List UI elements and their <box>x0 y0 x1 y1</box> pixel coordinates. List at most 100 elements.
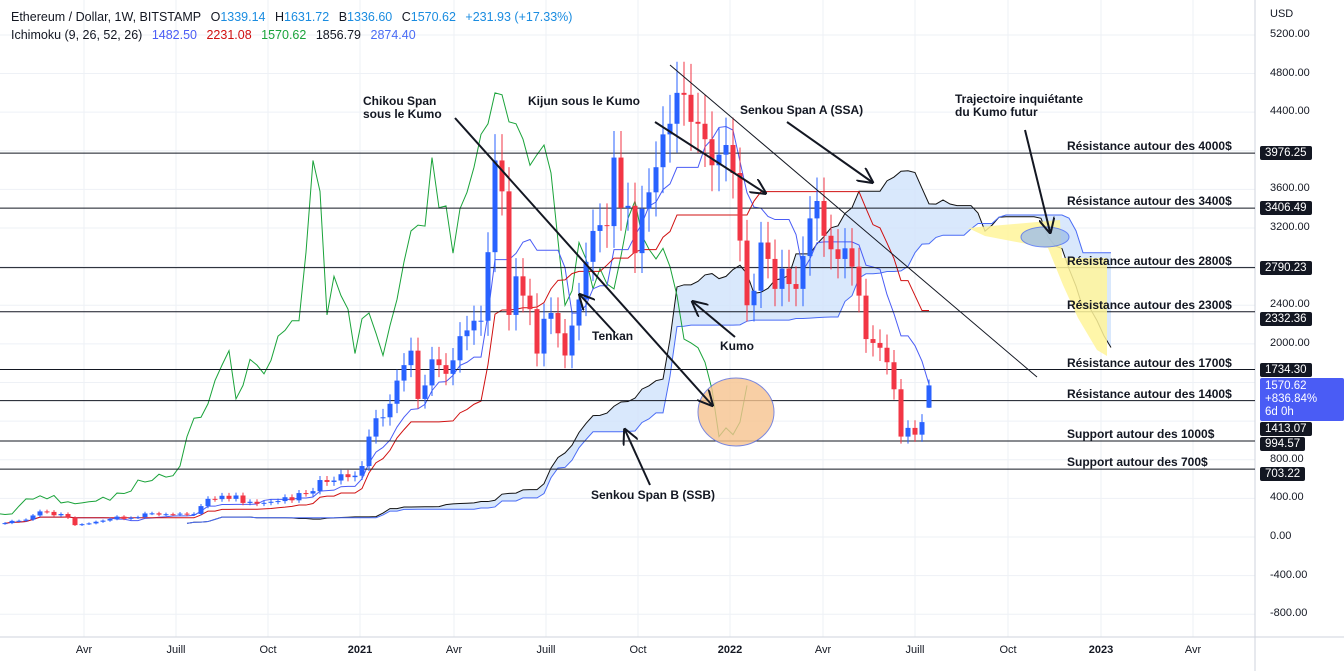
currency-label: USD <box>1270 8 1294 20</box>
kijun-value: 2231.08 <box>206 28 252 42</box>
candle-down <box>702 123 708 140</box>
candle-down <box>436 359 442 366</box>
ichimoku-label[interactable]: Ichimoku (9, 26, 52, 26) <box>11 28 143 42</box>
candle-up <box>485 252 491 321</box>
price-tick: 400.00 <box>1270 491 1304 504</box>
ichimoku-legend[interactable]: Ichimoku (9, 26, 52, 26) 1482.50 2231.08… <box>11 28 422 42</box>
high-value: 1631.72 <box>284 10 330 24</box>
open-value: 1339.14 <box>220 10 266 24</box>
candle-down <box>898 389 904 437</box>
candle-up <box>478 320 484 322</box>
annotation-kumo: Kumo <box>720 339 754 353</box>
candle-down <box>835 249 841 259</box>
future-kumo-highlight <box>968 220 1107 356</box>
candle-up <box>814 201 820 219</box>
candle-down <box>443 365 449 374</box>
current-price: 1570.62 <box>1265 379 1307 392</box>
candle-up <box>79 524 85 526</box>
close-value: 1570.62 <box>410 10 456 24</box>
candle-up <box>842 248 848 259</box>
candle-up <box>30 515 36 520</box>
level-price-tag: 994.57 <box>1260 436 1306 451</box>
price-tick: 2000.00 <box>1270 336 1310 349</box>
time-tick: Avr <box>1184 644 1202 656</box>
candle-down <box>184 513 190 515</box>
candle-down <box>121 516 127 519</box>
time-tick: 2022 <box>717 644 743 656</box>
price-tick: -400.00 <box>1270 568 1308 581</box>
candle-up <box>450 360 456 374</box>
level-label: Support autour des 700$ <box>1067 455 1208 470</box>
chikou-span-line <box>0 92 748 516</box>
annotation-kijun: Kijun sous le Kumo <box>528 94 641 108</box>
candle-up <box>751 290 757 306</box>
candle-up <box>366 436 372 467</box>
candle-down <box>632 205 638 254</box>
ssb-value: 2874.40 <box>370 28 416 42</box>
candle-up <box>247 501 253 503</box>
candle-up <box>2 523 8 525</box>
candle-down <box>744 240 750 306</box>
level-label: Résistance autour des 2800$ <box>1067 253 1232 268</box>
low-value: 1336.60 <box>347 10 393 24</box>
candle-up <box>135 517 141 519</box>
time-tick: Avr <box>814 644 832 656</box>
price-tick: 4800.00 <box>1270 66 1310 79</box>
candle-up <box>331 480 337 482</box>
candle-up <box>590 230 596 262</box>
annotation-chikou: Chikou Span sous le Kumo <box>363 94 442 121</box>
candle-up <box>163 514 169 516</box>
candle-up <box>198 506 204 514</box>
candle-up <box>723 145 729 155</box>
candle-up <box>646 192 652 209</box>
candle-down <box>877 342 883 348</box>
low-label: B <box>338 10 348 24</box>
candle-up <box>926 385 932 408</box>
level-price-tag: 3406.49 <box>1260 201 1312 216</box>
candle-up <box>611 157 617 227</box>
chikou-ellipse <box>697 377 775 447</box>
price-tick: 0.00 <box>1270 530 1292 542</box>
candle-up <box>93 521 99 524</box>
candle-up <box>268 501 274 503</box>
candle-up <box>597 225 603 231</box>
level-price-tag: 3976.25 <box>1260 146 1312 161</box>
annotation-ssa: Senkou Span A (SSA) <box>740 103 864 117</box>
candle-up <box>373 418 379 437</box>
candle-up <box>779 268 785 289</box>
candle-up <box>674 92 680 124</box>
level-price-tag: 703.22 <box>1260 466 1306 481</box>
open-label: O <box>210 10 221 24</box>
candle-up <box>471 320 477 331</box>
price-tick: 4400.00 <box>1270 105 1310 118</box>
candle-down <box>709 139 715 166</box>
candle-up <box>338 474 344 481</box>
candle-up <box>660 134 666 168</box>
candle-up <box>205 498 211 507</box>
candle-up <box>625 205 631 208</box>
candle-down <box>415 350 421 399</box>
time-tick: Juill <box>536 644 556 656</box>
candle-up <box>639 208 645 254</box>
candle-up <box>359 466 365 476</box>
candle-down <box>289 497 295 501</box>
annotation-arrow <box>786 121 872 182</box>
candle-down <box>618 157 624 208</box>
change-value: +231.93 (+17.33%) <box>465 10 573 24</box>
ohlc-low: B1336.60 <box>339 10 393 24</box>
candle-down <box>555 313 561 334</box>
level-price-tag: 1734.30 <box>1260 362 1312 377</box>
candle-down <box>604 225 610 227</box>
time-tick: Oct <box>629 644 647 656</box>
symbol-title[interactable]: Ethereum / Dollar, 1W, BITSTAMP <box>11 10 202 24</box>
price-tick: 3600.00 <box>1270 182 1310 195</box>
candle-up <box>464 330 470 337</box>
candle-up <box>149 513 155 515</box>
time-tick: Oct <box>999 644 1017 656</box>
candle-up <box>23 519 29 521</box>
level-label: Résistance autour des 3400$ <box>1067 194 1232 209</box>
candle-down <box>695 121 701 124</box>
candle-up <box>9 520 15 524</box>
annotation-arrow <box>580 295 616 334</box>
